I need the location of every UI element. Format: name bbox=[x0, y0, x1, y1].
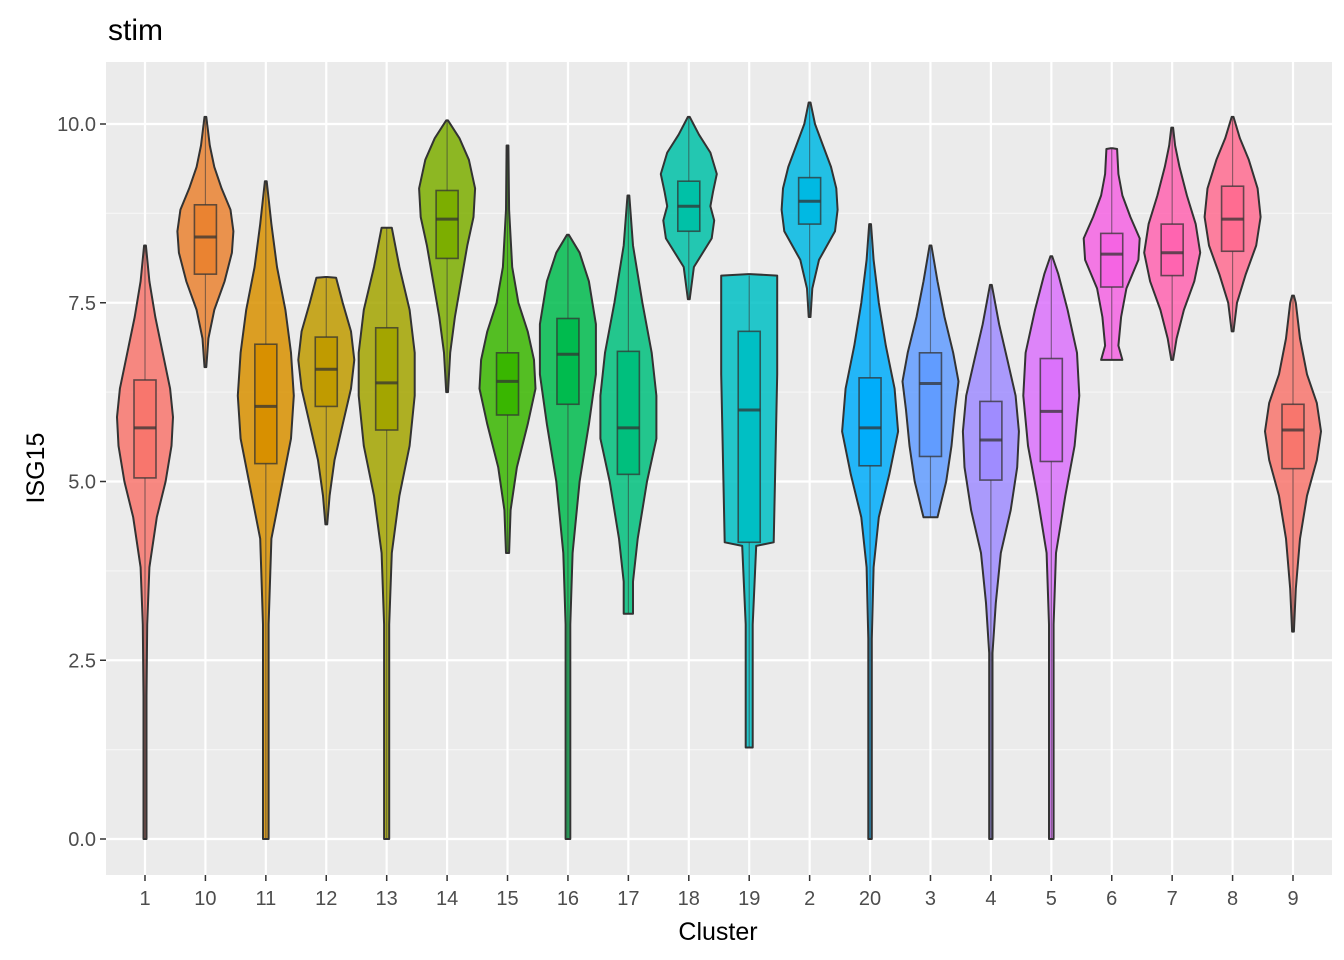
violin-11 bbox=[236, 180, 295, 840]
x-tick-label: 8 bbox=[1227, 888, 1238, 910]
box bbox=[254, 343, 278, 465]
chart-title: stim bbox=[108, 14, 163, 47]
box bbox=[737, 330, 762, 544]
y-axis-title: ISG15 bbox=[22, 433, 50, 504]
box bbox=[374, 326, 399, 431]
x-tick-label: 3 bbox=[925, 888, 936, 910]
box bbox=[918, 351, 943, 458]
box bbox=[193, 203, 218, 275]
violin-17 bbox=[599, 194, 658, 615]
box bbox=[435, 189, 459, 260]
violins bbox=[116, 101, 1322, 840]
x-tick-label: 13 bbox=[376, 888, 398, 910]
x-tick-label: 1 bbox=[139, 888, 150, 910]
x-tick-label: 12 bbox=[315, 888, 337, 910]
x-tick-label: 18 bbox=[678, 888, 700, 910]
box bbox=[495, 351, 520, 416]
x-tick-label: 10 bbox=[194, 888, 216, 910]
x-tick-label: 17 bbox=[617, 888, 639, 910]
violin-18 bbox=[659, 115, 718, 301]
x-tick-label: 2 bbox=[804, 888, 815, 910]
y-axis: 0.0 2.5 5.0 7.5 10.0 bbox=[57, 114, 106, 851]
x-axis: 1 10 11 12 13 14 15 16 17 18 19 2 20 3 4 5 6 7 8 9 bbox=[139, 875, 1299, 910]
violin-15 bbox=[478, 144, 537, 554]
x-tick-label: 15 bbox=[496, 888, 518, 910]
x-tick-label: 11 bbox=[255, 888, 276, 910]
violin-8 bbox=[1203, 115, 1262, 333]
x-tick-label: 6 bbox=[1106, 888, 1117, 910]
box bbox=[1099, 232, 1124, 288]
violin-12 bbox=[297, 276, 356, 526]
violin-10 bbox=[176, 115, 235, 369]
violin-16 bbox=[538, 233, 597, 840]
x-tick-label: 16 bbox=[557, 888, 579, 910]
box bbox=[1281, 403, 1305, 470]
violin-9 bbox=[1264, 294, 1322, 633]
y-tick-label: 0.0 bbox=[68, 829, 96, 851]
y-tick-label: 7.5 bbox=[68, 293, 96, 315]
x-tick-label: 20 bbox=[859, 888, 881, 910]
violin-20 bbox=[841, 223, 900, 840]
y-tick-label: 10.0 bbox=[57, 114, 96, 136]
box bbox=[616, 350, 641, 476]
x-tick-label: 19 bbox=[738, 888, 760, 910]
y-tick-label: 2.5 bbox=[68, 650, 96, 672]
x-tick-label: 4 bbox=[985, 888, 996, 910]
violin-6 bbox=[1082, 147, 1141, 361]
box bbox=[1160, 223, 1184, 277]
violin-3 bbox=[901, 244, 960, 519]
violin-13 bbox=[357, 226, 416, 840]
y-tick-label: 5.0 bbox=[68, 472, 96, 494]
violin-2 bbox=[780, 101, 839, 318]
violin-1 bbox=[116, 244, 174, 840]
violin-7 bbox=[1143, 126, 1202, 361]
x-tick-label: 14 bbox=[436, 888, 458, 910]
box bbox=[858, 377, 882, 467]
box bbox=[314, 336, 339, 408]
x-tick-label: 7 bbox=[1167, 888, 1178, 910]
x-axis-title: Cluster bbox=[678, 918, 757, 946]
plot-panel bbox=[106, 62, 1332, 875]
x-tick-label: 5 bbox=[1046, 888, 1057, 910]
violin-5 bbox=[1022, 255, 1081, 840]
x-tick-label: 9 bbox=[1287, 888, 1298, 910]
violin-4 bbox=[961, 283, 1020, 840]
box bbox=[556, 317, 580, 406]
violin-19 bbox=[720, 273, 779, 749]
violin-14 bbox=[418, 119, 477, 394]
